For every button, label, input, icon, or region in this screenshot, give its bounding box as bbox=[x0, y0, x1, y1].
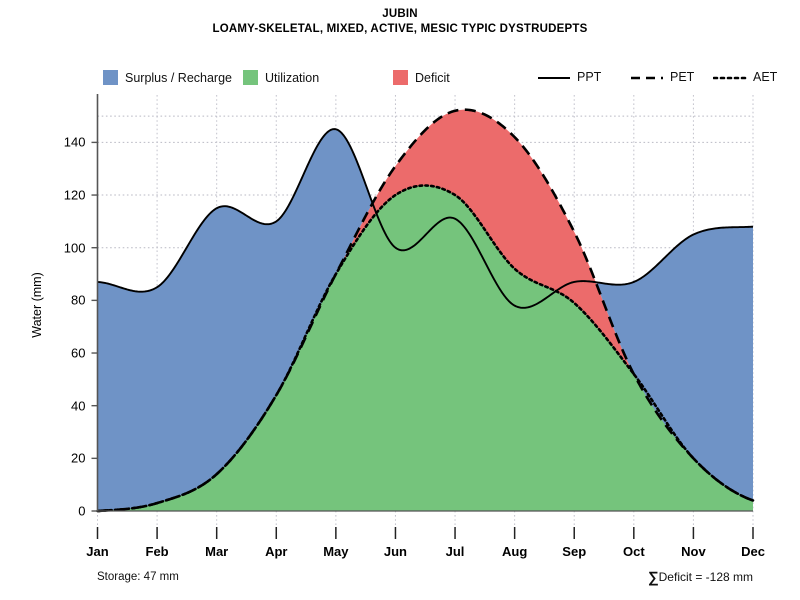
legend-area-3[interactable]: Deficit bbox=[393, 70, 450, 85]
x-tick-label-jul: Jul bbox=[445, 544, 465, 559]
legend-line-sample-icon bbox=[713, 76, 747, 80]
summation-icon: ∑ bbox=[647, 569, 659, 586]
x-tick-label-feb: Feb bbox=[145, 544, 169, 559]
y-tick-label: 20 bbox=[71, 450, 86, 466]
y-tick-label: 120 bbox=[63, 187, 86, 203]
y-tick-label: 140 bbox=[63, 134, 86, 150]
legend-line-sample-icon bbox=[538, 77, 570, 79]
legend-swatch-icon bbox=[393, 70, 408, 85]
y-tick-label: 100 bbox=[63, 240, 86, 256]
x-tick-label-dec: Dec bbox=[741, 544, 765, 559]
curve-pet bbox=[97, 108, 754, 513]
legend-line-aet[interactable]: AET bbox=[713, 70, 777, 84]
legend-line-label: AET bbox=[753, 70, 778, 84]
legend-area-1[interactable]: Surplus / Recharge bbox=[103, 70, 232, 85]
chart-subtitle: LOAMY-SKELETAL, MIXED, ACTIVE, MESIC TYP… bbox=[212, 23, 588, 35]
x-tick-label-mar: Mar bbox=[205, 544, 229, 559]
utilization-area bbox=[97, 185, 753, 511]
x-tick-label-oct: Oct bbox=[622, 544, 645, 559]
x-tick-label-may: May bbox=[323, 544, 349, 559]
legend-area-label: Utilization bbox=[265, 70, 320, 85]
y-tick-label: 80 bbox=[71, 292, 86, 308]
x-tick-label-jun: Jun bbox=[383, 544, 408, 559]
legend-swatch-icon bbox=[243, 70, 258, 85]
deficit-area bbox=[337, 109, 633, 373]
chart-title: JUBIN bbox=[382, 8, 418, 20]
legend-area-label: Deficit bbox=[415, 70, 450, 85]
x-tick-label-apr: Apr bbox=[265, 544, 288, 559]
y-tick-label: 60 bbox=[71, 345, 86, 361]
legend-swatch-icon bbox=[103, 70, 118, 85]
x-tick-label-sep: Sep bbox=[562, 544, 587, 559]
y-tick-label: 40 bbox=[71, 398, 86, 414]
x-tick-label-jan: Jan bbox=[86, 544, 109, 559]
y-tick-label: 0 bbox=[78, 503, 86, 519]
surplus-recharge-area bbox=[97, 129, 372, 511]
legend-line-label: PPT bbox=[577, 70, 602, 84]
legend-line-pet[interactable]: PET bbox=[630, 70, 694, 84]
x-tick-label-aug: Aug bbox=[501, 544, 528, 559]
surplus-recharge-area bbox=[596, 226, 753, 501]
curve-aet bbox=[96, 184, 755, 513]
legend-area-label: Surplus / Recharge bbox=[125, 70, 233, 85]
legend-area-2[interactable]: Utilization bbox=[243, 70, 319, 85]
chart-legend: Surplus / Recharge Utilization Deficit PPT P… bbox=[0, 68, 800, 90]
legend-line-label: PET bbox=[670, 70, 695, 84]
legend-line-ppt[interactable]: PPT bbox=[537, 70, 601, 84]
curve-ppt bbox=[97, 128, 754, 309]
legend-line-sample-icon bbox=[631, 76, 663, 80]
deficit-note-text: Deficit = -128 mm bbox=[658, 570, 753, 584]
storage-note: Storage: 47 mm bbox=[97, 571, 179, 583]
deficit-note: ∑Deficit = -128 mm bbox=[648, 569, 753, 586]
x-tick-label-nov: Nov bbox=[681, 544, 706, 559]
